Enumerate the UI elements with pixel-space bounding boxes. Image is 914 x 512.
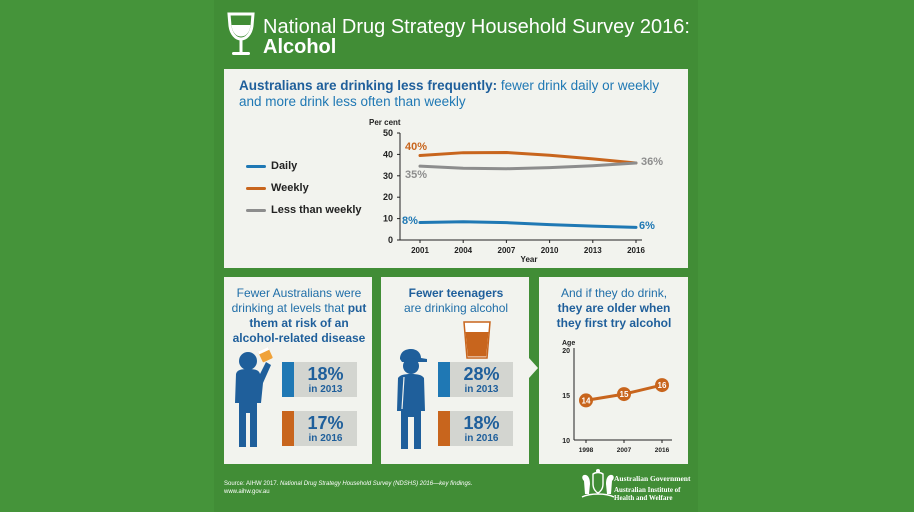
teen-2016-year: in 2016	[464, 433, 499, 444]
age-x-tick-label: 1998	[579, 447, 594, 454]
age-x-tick-label: 2007	[617, 447, 632, 454]
teen-2013-percent: 28%	[463, 364, 500, 384]
age-point-label: 14	[582, 396, 591, 405]
risk-stat-2016: 17% in 2016	[294, 411, 357, 446]
legend-weekly-swatch	[246, 186, 266, 190]
risk-2013-percent: 18%	[307, 364, 344, 384]
daily-series-line	[418, 220, 638, 229]
legend-weekly: Weekly	[246, 182, 309, 194]
gov-line-2: Australian Institute of	[614, 486, 681, 494]
age-y-tick-label: 10	[562, 438, 570, 445]
age-x-tick-label: 2016	[655, 447, 670, 454]
less-than-weekly-start-label: 35%	[405, 169, 427, 181]
x-tick-label: 2001	[411, 246, 429, 255]
age-title-plain: And if they do drink,	[560, 286, 668, 300]
teen-2016-bar	[438, 411, 450, 446]
age-title: And if they do drink, they are older whe…	[544, 286, 684, 331]
coat-of-arms-icon	[581, 469, 615, 498]
teen-2013-year: in 2013	[464, 384, 499, 395]
x-tick-label: 2013	[584, 246, 602, 255]
risk-2013-bar	[282, 362, 294, 397]
risk-title: Fewer Australians were drinking at level…	[229, 286, 369, 346]
age-point-label: 16	[658, 381, 667, 390]
legend-daily-swatch	[246, 164, 266, 168]
wine-glass-icon	[227, 12, 255, 55]
teen-title: Fewer teenagers are drinking alcohol	[386, 286, 526, 316]
x-tick-label: 2004	[454, 246, 472, 255]
weekly-series-line	[418, 150, 638, 165]
frequency-line-chart: Per cent Year 0 10 20 30 40 50 2001 2004 2007 201…	[369, 118, 663, 264]
legend-less-than-weekly-swatch	[246, 208, 266, 212]
x-axis-label: Year	[521, 255, 538, 264]
legend-less-than-weekly-label: Less than weekly	[271, 204, 362, 216]
page-title: National Drug Strategy Household Survey …	[263, 16, 690, 38]
age-panel	[539, 277, 688, 464]
daily-end-label: 6%	[639, 220, 655, 232]
glass-of-beer-icon	[463, 321, 491, 359]
less-than-weekly-series-line	[418, 161, 638, 171]
person-drinking-icon	[235, 347, 273, 447]
gov-line-3: Health and Welfare	[614, 494, 673, 502]
legend-less-than-weekly: Less than weekly	[246, 204, 362, 216]
risk-2016-bar	[282, 411, 294, 446]
y-tick-label: 10	[383, 214, 393, 224]
age-chart-marks: 10 15 20 1998 2007 2016 14 15 16	[562, 348, 669, 454]
teen-title-plain: are drinking alcohol	[403, 301, 509, 315]
age-point-label: 15	[620, 390, 629, 399]
background-left	[0, 0, 214, 512]
age-point	[579, 393, 593, 408]
frequency-chart-marks: 0 10 20 30 40 50 2001 2004 2007 2010 2013 2016	[383, 128, 645, 255]
source-url[interactable]: www.aihw.gov.au	[224, 489, 270, 495]
y-tick-label: 20	[383, 192, 393, 202]
y-tick-label: 50	[383, 128, 393, 138]
legend-daily: Daily	[246, 160, 297, 172]
risk-stat-2013: 18% in 2013	[294, 362, 357, 397]
source-prefix: Source: AIHW 2017.	[224, 481, 281, 487]
source-note: Source: AIHW 2017. National Drug Strateg…	[224, 480, 472, 496]
risk-title-plain: Fewer Australians were drinking at level…	[231, 286, 362, 315]
age-line-chart: Age 10 15 20 1998 2007 2016 14 15 16	[562, 340, 672, 454]
page-subtitle: Alcohol	[263, 36, 337, 58]
age-axis-label: Age	[562, 340, 575, 347]
age-point	[655, 378, 669, 393]
legend-weekly-label: Weekly	[271, 182, 309, 194]
legend-daily-label: Daily	[271, 160, 298, 172]
age-y-tick-label: 15	[562, 393, 570, 400]
headline-bold: Australians are drinking less frequently…	[239, 78, 498, 93]
shared-end-label: 36%	[641, 156, 663, 168]
risk-2016-percent: 17%	[307, 413, 344, 433]
teen-2013-bar	[438, 362, 450, 397]
x-tick-label: 2010	[541, 246, 559, 255]
teen-title-bold: Fewer teenagers	[408, 286, 504, 300]
source-title: National Drug Strategy Household Survey …	[280, 481, 473, 487]
teenager-icon	[397, 349, 427, 449]
teen-stat-2016: 18% in 2016	[450, 411, 513, 446]
age-y-tick-label: 20	[562, 348, 570, 355]
risk-title-bold: put them at risk of an alcohol-related d…	[232, 301, 367, 345]
headline-rest: fewer drink daily or weekly and more dri…	[239, 78, 660, 109]
weekly-start-label: 40%	[405, 141, 427, 153]
y-tick-label: 40	[383, 149, 393, 159]
frequency-headline: Australians are drinking less frequently…	[239, 78, 679, 110]
y-tick-label: 30	[383, 171, 393, 181]
risk-2016-year: in 2016	[308, 433, 343, 444]
risk-2013-year: in 2013	[308, 384, 343, 395]
x-tick-label: 2007	[498, 246, 516, 255]
teen-stat-2013: 28% in 2013	[450, 362, 513, 397]
y-tick-label: 0	[388, 235, 393, 245]
age-point	[617, 387, 631, 402]
y-axis-label: Per cent	[369, 118, 401, 127]
background-right	[698, 0, 914, 512]
panel-arrow	[529, 358, 538, 378]
age-title-bold: they are older when they first try alcoh…	[556, 301, 672, 330]
teen-2016-percent: 18%	[463, 413, 500, 433]
x-tick-label: 2016	[627, 246, 645, 255]
gov-line-1: Australian Government	[614, 474, 691, 483]
daily-start-label: 8%	[402, 215, 418, 227]
